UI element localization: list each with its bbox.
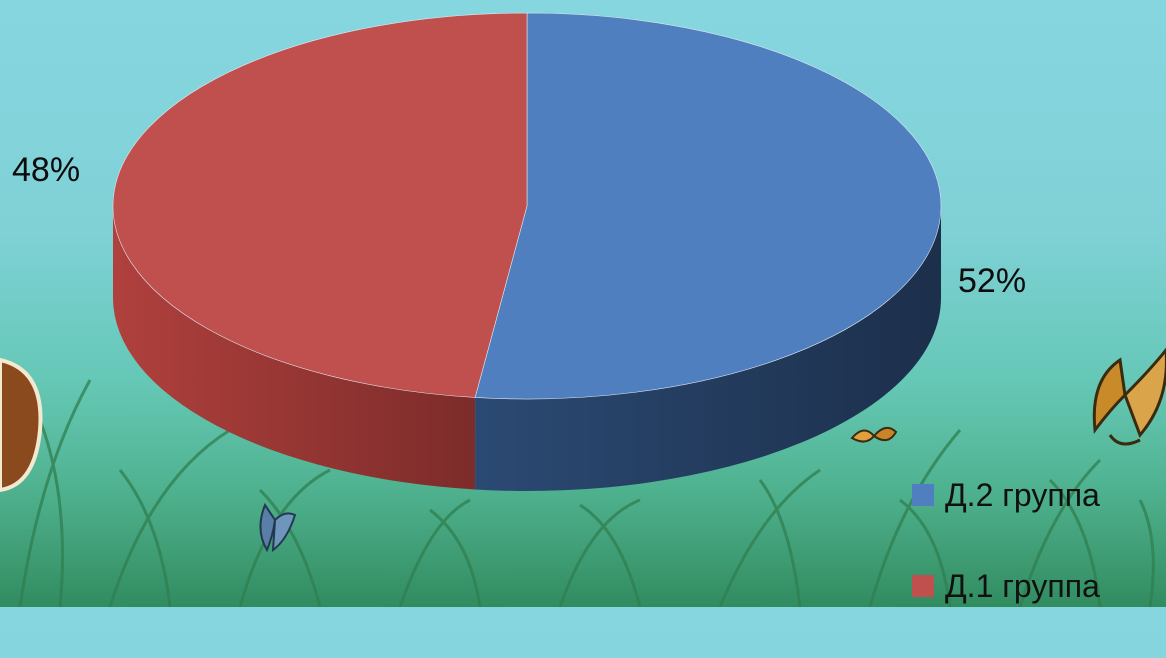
pie-slice-side bbox=[113, 206, 476, 490]
legend-swatch bbox=[912, 484, 934, 506]
butterfly-small-icon bbox=[850, 426, 898, 443]
grass-blades bbox=[18, 379, 1155, 607]
legend-label: Д.1 группа bbox=[945, 567, 1100, 604]
pie-chart bbox=[112, 12, 942, 492]
chart-legend: Д.2 группа Д.1 группа bbox=[912, 476, 1166, 658]
legend-label: Д.2 группа bbox=[945, 476, 1100, 513]
slice-value-label: 48% bbox=[12, 151, 81, 189]
pie-slice bbox=[112, 12, 528, 398]
pie-slice bbox=[474, 12, 942, 400]
legend-swatch bbox=[912, 575, 934, 597]
legend-item: Д.1 группа bbox=[912, 567, 1166, 605]
butterfly-blue-icon bbox=[259, 502, 297, 553]
legend-item: Д.2 группа bbox=[912, 476, 1166, 514]
slice-value-label: 52% bbox=[958, 262, 1027, 300]
coconut-icon bbox=[0, 357, 43, 493]
butterfly-icon bbox=[1092, 347, 1166, 446]
pie-slice-side bbox=[475, 206, 941, 492]
